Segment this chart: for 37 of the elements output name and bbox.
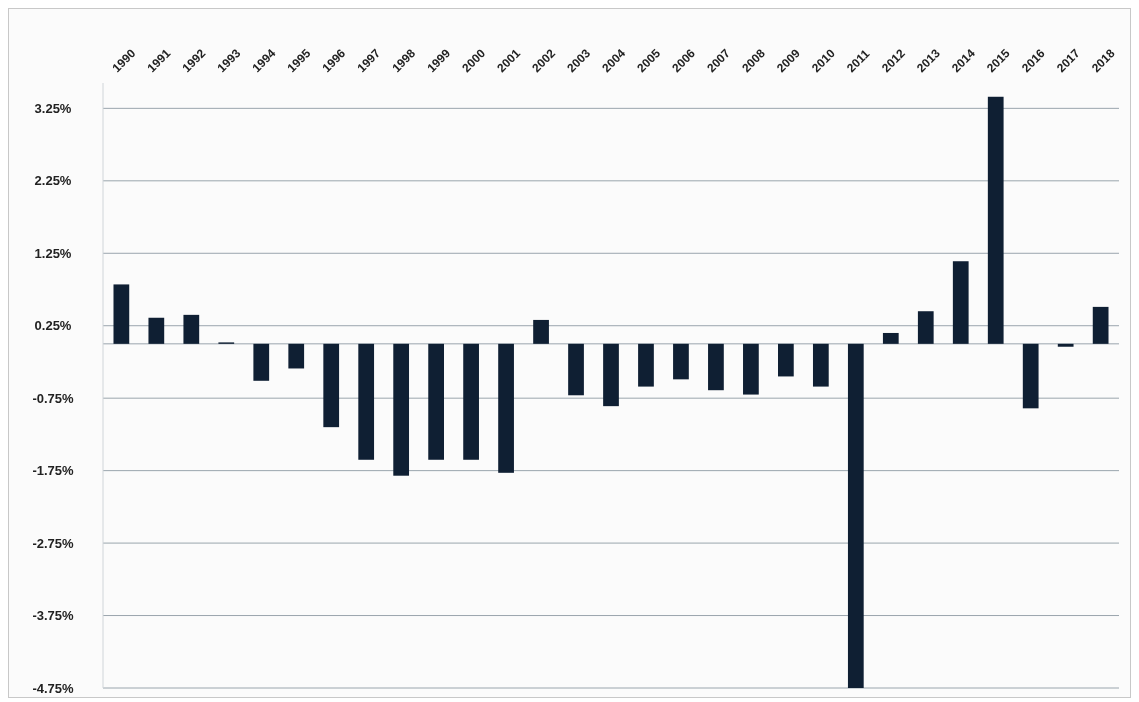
bar [987,96,1004,344]
bar [778,343,794,377]
bar [743,343,759,395]
bar [358,343,375,460]
y-tick-label: 2.25% [34,173,72,189]
bar [323,343,340,428]
y-tick-label: -0.75% [32,390,75,406]
bar [113,284,130,344]
bar [708,343,724,391]
bar [428,343,444,460]
y-tick-label: 1.25% [34,245,72,261]
bar [498,343,514,473]
bar [253,343,270,381]
bar [1022,343,1039,409]
bar [882,332,899,344]
bar [1092,306,1109,344]
bar [148,317,165,344]
y-tick-label: 3.25% [34,100,72,116]
bar [952,261,969,344]
bar [393,343,410,476]
bar [847,343,864,688]
bar [288,343,305,369]
bar [183,314,200,344]
y-tick-label: -1.75% [32,463,75,479]
bar [603,343,619,407]
y-tick-label: -4.75% [32,680,75,696]
bar [568,343,584,396]
bar [1057,343,1074,347]
bar [638,343,654,387]
bar [673,343,689,380]
bar [917,311,934,344]
y-tick-label: 0.25% [34,318,72,334]
bar [463,343,479,460]
bar [533,319,549,344]
y-tick-label: -2.75% [32,535,75,551]
y-tick-label: -3.75% [32,608,75,624]
bar [812,343,829,387]
